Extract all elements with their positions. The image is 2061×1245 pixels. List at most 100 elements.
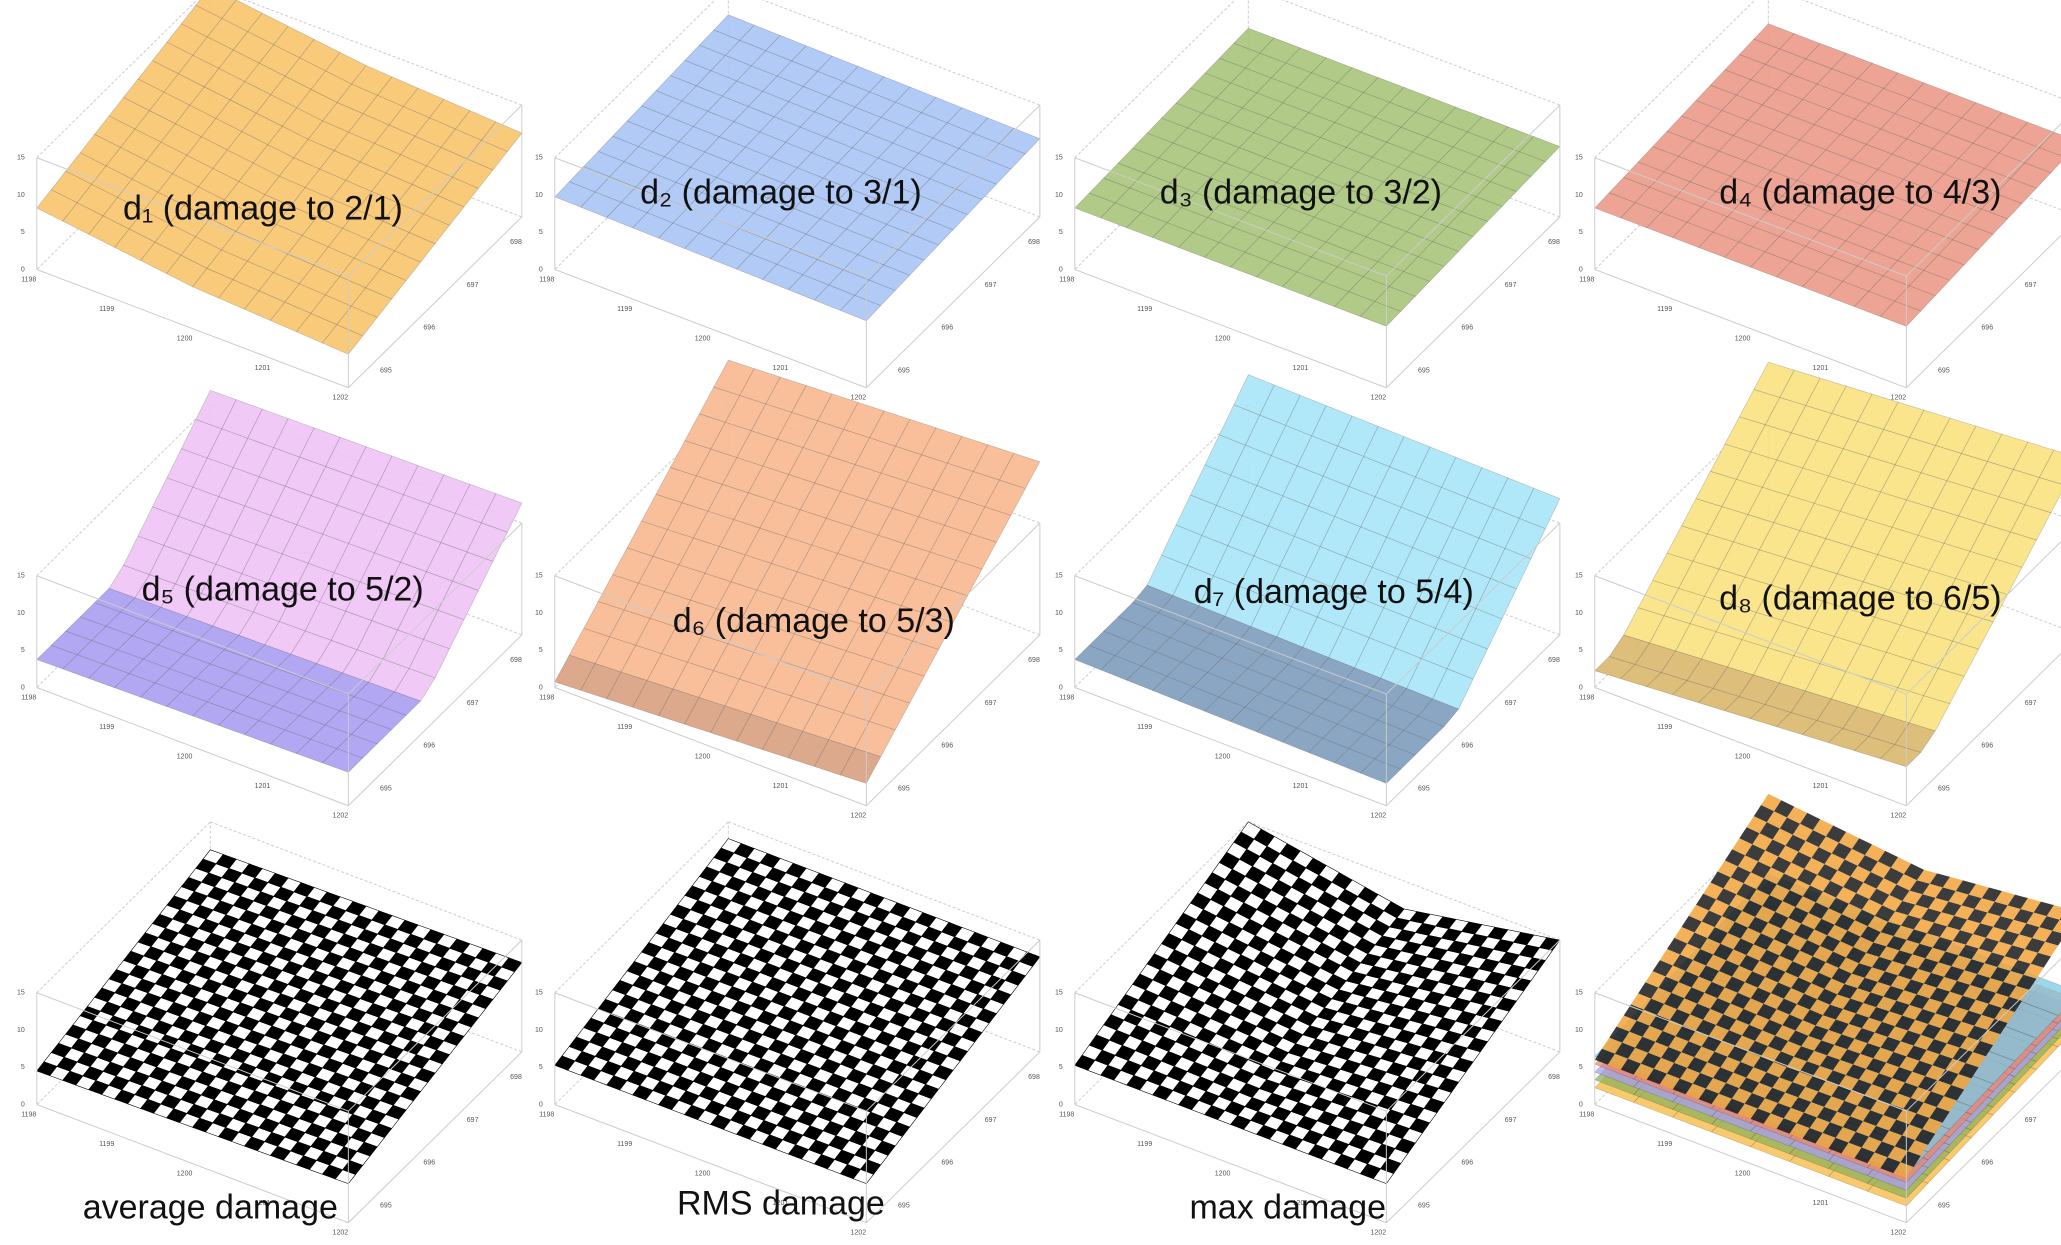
box-edge xyxy=(1594,157,1907,277)
y-tick-label: 697 xyxy=(985,700,997,707)
z-tick-label: 10 xyxy=(17,192,25,199)
plot-panel: 1198 1199 1200 1201 1202 695 696 697 698 0 5 10 15 d₆… xyxy=(535,359,1041,820)
x-tick-label: 1200 xyxy=(1735,753,1751,760)
y-tick-label: 696 xyxy=(941,743,953,750)
plot-panel: 11981199120012011202695696697698051015d₈… xyxy=(1575,361,2061,820)
x-tick-label: 1199 xyxy=(617,306,632,313)
x-tick-label: 1201 xyxy=(1813,783,1829,790)
z-tick-label: 15 xyxy=(1055,990,1063,997)
z-tick-label: 15 xyxy=(1575,573,1583,580)
x-tick-label: 1199 xyxy=(99,724,114,731)
box-edge xyxy=(554,687,867,807)
box-edge xyxy=(865,522,1041,695)
box-edge xyxy=(554,269,867,389)
panel-label: d₁ (damage to 2/1) xyxy=(123,189,403,227)
box-edge xyxy=(36,1104,349,1224)
panel-label: d₇ (damage to 5/4) xyxy=(1194,573,1474,611)
z-tick-label: 0 xyxy=(1579,684,1583,691)
box-edge xyxy=(1074,0,1236,159)
z-tick-label: 0 xyxy=(539,1101,543,1108)
box-edge xyxy=(210,821,523,941)
box-edge xyxy=(1594,269,1907,389)
z-tick-label: 10 xyxy=(535,192,543,199)
panel-label: RMS damage xyxy=(677,1185,885,1223)
z-tick-label: 15 xyxy=(1055,573,1063,580)
y-tick-label: 695 xyxy=(898,367,910,374)
box-edge xyxy=(36,157,349,277)
box-edge xyxy=(1074,575,1387,695)
y-tick-label: 695 xyxy=(1938,785,1950,792)
z-tick-label: 0 xyxy=(539,266,543,273)
box-edge xyxy=(554,575,867,695)
x-tick-label: 1200 xyxy=(177,335,193,342)
x-tick-label: 1201 xyxy=(1813,365,1829,372)
y-tick-label: 698 xyxy=(1548,1074,1560,1081)
x-tick-label: 1199 xyxy=(1137,306,1152,313)
z-tick-label: 10 xyxy=(17,1027,25,1034)
box-edge xyxy=(1385,522,1561,695)
box-edge xyxy=(347,522,523,695)
x-tick-label: 1200 xyxy=(695,753,711,760)
box-edge xyxy=(1074,687,1387,807)
y-tick-label: 697 xyxy=(467,282,479,289)
x-tick-label: 1198 xyxy=(1059,276,1074,283)
box-edge xyxy=(1074,404,1249,577)
z-tick-label: 5 xyxy=(1059,1064,1063,1071)
x-tick-label: 1202 xyxy=(333,813,349,820)
surface-cell xyxy=(1519,487,1561,530)
x-tick-label: 1199 xyxy=(1137,724,1152,731)
y-tick-label: 696 xyxy=(1461,743,1473,750)
y-tick-label: 697 xyxy=(2025,700,2037,707)
panel-label: d₃ (damage to 3/2) xyxy=(1160,174,1442,212)
z-tick-label: 15 xyxy=(535,573,543,580)
x-tick-label: 1202 xyxy=(851,813,867,820)
x-tick-label: 1198 xyxy=(1579,1111,1594,1118)
y-tick-label: 696 xyxy=(1981,743,1993,750)
z-tick-label: 15 xyxy=(535,990,543,997)
y-tick-label: 696 xyxy=(941,325,953,332)
box-edge xyxy=(865,104,1041,277)
z-tick-label: 10 xyxy=(1055,1027,1063,1034)
z-tick-label: 15 xyxy=(1575,990,1583,997)
y-tick-label: 696 xyxy=(423,1160,435,1167)
z-tick-label: 15 xyxy=(17,573,25,580)
y-tick-label: 696 xyxy=(423,325,435,332)
z-tick-label: 5 xyxy=(539,229,543,236)
x-tick-label: 1202 xyxy=(1371,1230,1387,1237)
x-tick-label: 1201 xyxy=(773,783,789,790)
z-tick-label: 5 xyxy=(1579,229,1583,236)
box-edge xyxy=(36,404,211,577)
box-edge xyxy=(1905,652,2061,807)
x-tick-label: 1202 xyxy=(1891,1230,1907,1237)
y-tick-label: 698 xyxy=(510,1074,522,1081)
x-tick-label: 1201 xyxy=(773,365,789,372)
surface-cell xyxy=(2024,477,2061,514)
z-tick-label: 10 xyxy=(1575,610,1583,617)
z-tick-label: 10 xyxy=(1575,1027,1583,1034)
plot-panel: 1198 1199 1200 1201 1202 695 696 697 698 0 5 10 15 d₇… xyxy=(1055,374,1561,820)
z-tick-label: 15 xyxy=(17,155,25,162)
box-edge xyxy=(761,0,1041,106)
surface-cell xyxy=(999,452,1041,489)
y-tick-label: 697 xyxy=(985,282,997,289)
box-edge xyxy=(1905,541,2061,695)
panel-label: d₅ (damage to 5/2) xyxy=(142,570,424,608)
z-tick-label: 0 xyxy=(1059,684,1063,691)
surface-cell xyxy=(2038,131,2061,157)
y-tick-label: 697 xyxy=(2025,1117,2037,1124)
y-tick-label: 695 xyxy=(1418,1202,1430,1209)
z-tick-label: 0 xyxy=(21,684,25,691)
x-tick-label: 1202 xyxy=(1891,813,1907,820)
z-tick-label: 0 xyxy=(539,684,543,691)
x-tick-label: 1202 xyxy=(851,395,867,402)
x-tick-label: 1200 xyxy=(177,1170,193,1177)
plot-panel: 1198 1199 1200 1201 1202 695 696 697 698 0 5 10 15 av… xyxy=(17,821,523,1237)
z-tick-label: 0 xyxy=(1579,266,1583,273)
box-edge xyxy=(1905,123,2061,277)
z-tick-label: 5 xyxy=(539,1064,543,1071)
y-tick-label: 696 xyxy=(1981,325,1993,332)
box-edge xyxy=(36,575,349,695)
y-tick-label: 695 xyxy=(898,785,910,792)
y-tick-label: 696 xyxy=(1981,1160,1993,1167)
box-edge xyxy=(554,0,716,159)
